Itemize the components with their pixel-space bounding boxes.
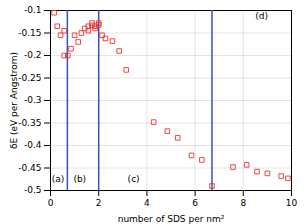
svg-text:8: 8 (240, 198, 246, 208)
svg-text:number of SDS per nm²: number of SDS per nm² (118, 214, 225, 224)
svg-text:(c): (c) (128, 174, 140, 184)
svg-text:-0.15: -0.15 (18, 28, 41, 38)
svg-text:(d): (d) (255, 11, 268, 21)
svg-text:(a): (a) (52, 174, 65, 184)
svg-text:(b): (b) (73, 174, 86, 184)
svg-text:-0.5: -0.5 (24, 185, 42, 195)
svg-text:-0.1: -0.1 (24, 5, 42, 15)
svg-text:0: 0 (48, 198, 54, 208)
svg-text:10: 10 (286, 198, 298, 208)
svg-text:-0.45: -0.45 (18, 163, 41, 173)
svg-text:-0.2: -0.2 (24, 50, 42, 60)
svg-text:-0.35: -0.35 (18, 118, 41, 128)
svg-text:2: 2 (96, 198, 102, 208)
svg-text:4: 4 (144, 198, 150, 208)
svg-text:-0.3: -0.3 (24, 95, 42, 105)
svg-text:-0.4: -0.4 (24, 140, 42, 150)
svg-text:-0.25: -0.25 (18, 73, 41, 83)
svg-text:6: 6 (192, 198, 198, 208)
svg-text:δE (eV per Angstrom): δE (eV per Angstrom) (9, 52, 19, 149)
